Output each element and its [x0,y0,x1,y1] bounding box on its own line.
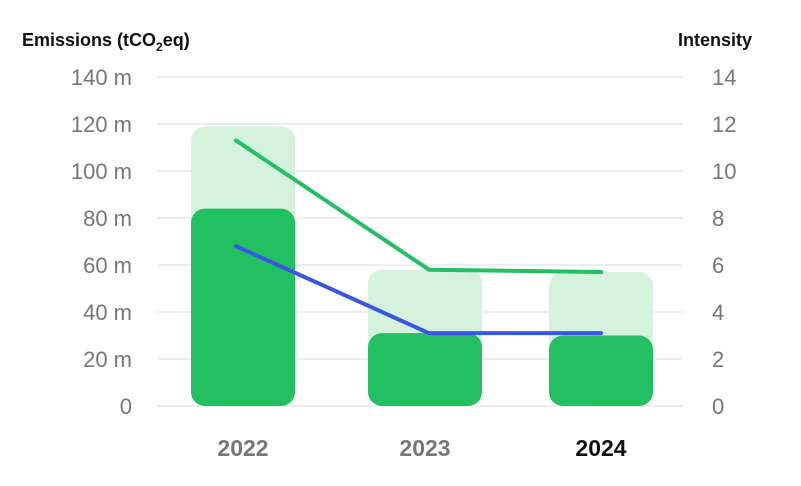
bar-foreground-2024 [549,335,653,406]
right-tick-label: 4 [712,300,724,325]
right-tick-label: 6 [712,253,724,278]
left-tick-label: 120 m [71,112,132,137]
right-tick-label: 2 [712,347,724,372]
left-tick-label: 80 m [83,206,132,231]
category-label-2022[interactable]: 2022 [217,435,268,461]
lines [234,138,603,336]
left-axis-ticks: 0 20 m 40 m 60 m 80 m 100 m 120 m 140 m [71,65,132,419]
left-tick-label: 0 [120,394,132,419]
right-tick-label: 10 [712,159,736,184]
right-axis-title: Intensity [678,30,752,50]
category-label-2024[interactable]: 2024 [575,435,626,461]
right-axis-ticks: 0 2 4 6 8 10 12 14 [712,65,736,419]
right-tick-label: 0 [712,394,724,419]
left-tick-label: 40 m [83,300,132,325]
category-labels: 2022 2023 2024 [217,435,626,461]
left-tick-label: 60 m [83,253,132,278]
right-tick-label: 12 [712,112,736,137]
line-series-2 [234,244,603,336]
right-tick-label: 8 [712,206,724,231]
right-tick-label: 14 [712,65,736,90]
left-tick-label: 20 m [83,347,132,372]
left-axis-title: Emissions (tCO2eq) [22,30,190,54]
category-label-2023[interactable]: 2023 [399,435,450,461]
bar-foreground-2022 [191,208,295,406]
left-tick-label: 140 m [71,65,132,90]
bar-foreground-2023 [368,333,482,406]
line-series-1 [234,138,603,275]
bars [191,126,653,406]
left-tick-label: 100 m [71,159,132,184]
